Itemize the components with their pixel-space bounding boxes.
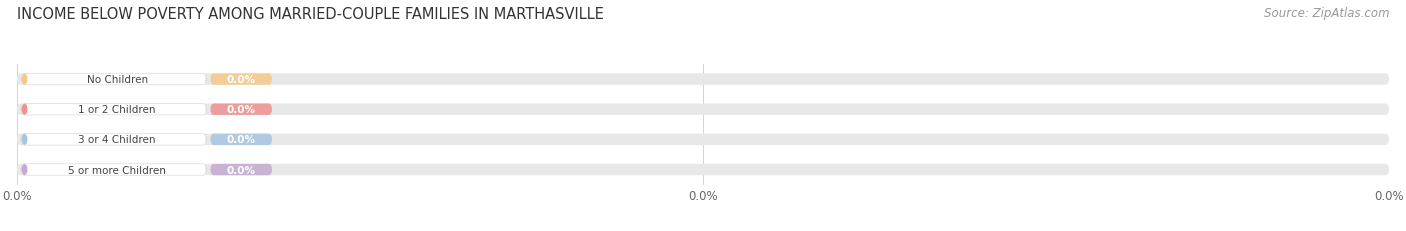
FancyBboxPatch shape — [211, 164, 273, 176]
Text: 0.0%: 0.0% — [226, 165, 256, 175]
Circle shape — [22, 135, 27, 145]
Circle shape — [22, 165, 27, 175]
FancyBboxPatch shape — [21, 134, 207, 146]
Text: No Children: No Children — [87, 75, 148, 85]
FancyBboxPatch shape — [21, 164, 207, 176]
Text: Source: ZipAtlas.com: Source: ZipAtlas.com — [1264, 7, 1389, 20]
FancyBboxPatch shape — [17, 104, 1389, 116]
Text: 1 or 2 Children: 1 or 2 Children — [79, 105, 156, 115]
Circle shape — [22, 75, 27, 85]
FancyBboxPatch shape — [211, 74, 273, 85]
Text: INCOME BELOW POVERTY AMONG MARRIED-COUPLE FAMILIES IN MARTHASVILLE: INCOME BELOW POVERTY AMONG MARRIED-COUPL… — [17, 7, 603, 22]
Text: 3 or 4 Children: 3 or 4 Children — [79, 135, 156, 145]
Text: 0.0%: 0.0% — [226, 75, 256, 85]
Text: 0.0%: 0.0% — [226, 135, 256, 145]
FancyBboxPatch shape — [17, 134, 1389, 146]
FancyBboxPatch shape — [17, 164, 1389, 176]
FancyBboxPatch shape — [17, 74, 1389, 85]
Text: 0.0%: 0.0% — [226, 105, 256, 115]
FancyBboxPatch shape — [211, 134, 273, 146]
FancyBboxPatch shape — [211, 104, 273, 116]
FancyBboxPatch shape — [21, 74, 207, 85]
Text: 5 or more Children: 5 or more Children — [69, 165, 166, 175]
FancyBboxPatch shape — [21, 104, 207, 116]
Circle shape — [22, 105, 27, 115]
